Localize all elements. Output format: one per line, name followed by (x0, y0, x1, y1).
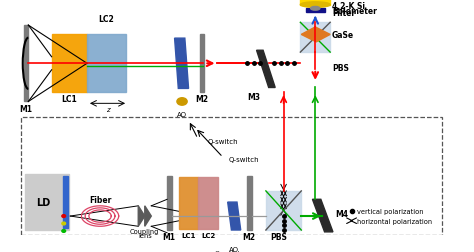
Bar (63, 176, 68, 228)
Bar (52, 35, 87, 93)
Text: vertical polarization: vertical polarization (357, 209, 424, 214)
Text: M4: M4 (335, 209, 348, 218)
Text: Filter: Filter (332, 9, 355, 17)
Polygon shape (228, 202, 241, 230)
Bar (200, 35, 204, 93)
Polygon shape (145, 206, 151, 226)
Text: LC2: LC2 (201, 232, 215, 238)
Bar (301, 23, 330, 53)
Bar (21, 118, 442, 235)
Bar (306, 9, 325, 13)
Text: 4.2-K Si: 4.2-K Si (332, 2, 365, 11)
Text: AO: AO (177, 111, 187, 117)
Polygon shape (312, 200, 333, 232)
Text: Q-switch: Q-switch (228, 156, 259, 163)
Ellipse shape (62, 215, 65, 217)
Ellipse shape (62, 222, 65, 225)
Text: AO: AO (229, 246, 239, 252)
Polygon shape (301, 28, 330, 43)
Ellipse shape (177, 98, 187, 106)
Text: LC2: LC2 (99, 15, 114, 24)
Ellipse shape (229, 236, 239, 243)
Polygon shape (138, 206, 145, 226)
Text: lens: lens (138, 232, 152, 238)
Ellipse shape (62, 230, 65, 232)
Text: Q-switch: Q-switch (207, 138, 238, 144)
Text: Bolometer: Bolometer (332, 7, 377, 16)
Text: PBS: PBS (332, 63, 349, 72)
Text: PBS: PBS (271, 232, 287, 241)
Text: LC1: LC1 (62, 95, 77, 104)
Text: Coupling: Coupling (130, 228, 159, 234)
Text: Fiber: Fiber (89, 195, 111, 204)
Text: horizontal polarization: horizontal polarization (357, 218, 432, 224)
Bar (167, 176, 172, 230)
Text: M1: M1 (163, 232, 175, 241)
Bar (266, 191, 301, 230)
Bar (301, 0, 330, 6)
Polygon shape (174, 39, 189, 89)
Text: LD: LD (36, 197, 50, 207)
Bar (25, 174, 69, 230)
Text: z: z (106, 107, 109, 113)
Text: LC1: LC1 (182, 232, 196, 238)
Ellipse shape (301, 3, 330, 8)
Text: Q-switch: Q-switch (215, 249, 242, 252)
Text: M2: M2 (195, 95, 208, 104)
Text: M2: M2 (243, 232, 255, 241)
Ellipse shape (310, 7, 320, 11)
Text: M3: M3 (247, 93, 260, 102)
Bar (198, 177, 219, 229)
Bar (179, 177, 198, 229)
Polygon shape (256, 51, 275, 88)
Bar (24, 26, 28, 102)
Text: M1: M1 (19, 105, 32, 114)
Bar (87, 35, 126, 93)
Text: GaSe: GaSe (332, 31, 354, 40)
Bar (247, 176, 252, 230)
